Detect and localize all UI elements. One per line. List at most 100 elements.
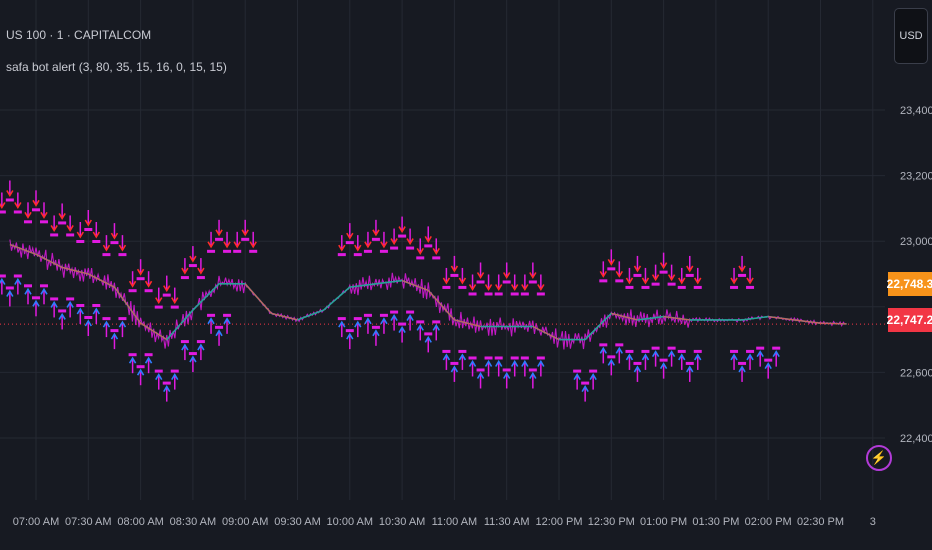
sell-signal-marker bbox=[432, 256, 441, 260]
sell-arrow-icon bbox=[468, 284, 477, 292]
sell-arrow-icon bbox=[110, 232, 119, 240]
buy-signal-marker bbox=[379, 313, 388, 317]
indicator-label[interactable]: safa bot alert (3, 80, 35, 15, 16, 0, 15… bbox=[6, 60, 227, 74]
buy-arrow-icon bbox=[746, 353, 754, 361]
sell-signal-marker bbox=[746, 285, 755, 289]
buy-signal-marker bbox=[528, 368, 537, 372]
sell-signal-marker bbox=[484, 292, 493, 296]
buy-signal-marker bbox=[458, 349, 467, 353]
sell-signal-marker bbox=[494, 292, 503, 296]
x-tick-label: 09:00 AM bbox=[222, 516, 268, 528]
sell-arrow-icon bbox=[346, 232, 354, 240]
sell-arrow-icon bbox=[144, 280, 153, 288]
sell-signal-marker bbox=[241, 237, 250, 241]
buy-arrow-icon bbox=[667, 350, 676, 358]
sell-arrow-icon bbox=[651, 274, 660, 282]
sell-signal-marker bbox=[390, 246, 399, 250]
buy-signal-marker bbox=[13, 274, 22, 278]
sell-signal-marker bbox=[110, 241, 119, 245]
buy-arrow-icon bbox=[197, 343, 205, 351]
sell-arrow-icon bbox=[102, 244, 111, 252]
buy-signal-marker bbox=[450, 361, 459, 365]
price-segment bbox=[61, 266, 89, 275]
buy-arrow-icon bbox=[189, 355, 197, 363]
sell-signal-marker bbox=[144, 289, 153, 293]
sell-signal-marker bbox=[730, 285, 739, 289]
buy-signal-marker bbox=[651, 346, 660, 350]
buy-arrow-icon bbox=[32, 299, 40, 307]
buy-arrow-icon bbox=[537, 359, 545, 367]
sell-arrow-icon bbox=[249, 241, 257, 249]
buy-signal-marker bbox=[188, 352, 197, 356]
buy-signal-marker bbox=[589, 369, 598, 373]
sell-signal-marker bbox=[528, 280, 537, 284]
buy-signal-marker bbox=[442, 349, 451, 353]
sell-arrow-icon bbox=[364, 241, 372, 249]
sell-arrow-icon bbox=[189, 255, 197, 263]
buy-arrow-icon bbox=[633, 365, 642, 373]
sell-signal-marker bbox=[502, 280, 511, 284]
price-segment bbox=[637, 315, 664, 321]
buy-arrow-icon bbox=[615, 346, 623, 354]
buy-arrow-icon bbox=[14, 277, 22, 285]
buy-signal-marker bbox=[667, 346, 676, 350]
sell-arrow-icon bbox=[521, 284, 529, 292]
sell-arrow-icon bbox=[694, 277, 702, 285]
price-segment bbox=[140, 322, 168, 341]
x-tick-label: 08:00 AM bbox=[117, 516, 163, 528]
sell-signal-marker bbox=[180, 276, 189, 280]
sell-arrow-icon bbox=[50, 225, 58, 232]
buy-arrow-icon bbox=[24, 287, 32, 295]
sell-arrow-icon bbox=[58, 213, 66, 220]
sell-arrow-icon bbox=[163, 285, 171, 293]
buy-arrow-icon bbox=[599, 346, 607, 354]
sell-arrow-icon bbox=[155, 297, 163, 305]
buy-signal-marker bbox=[677, 349, 686, 353]
sell-signal-marker bbox=[207, 249, 216, 253]
sell-arrow-icon bbox=[442, 277, 451, 285]
lightning-bolt-icon[interactable]: ⚡ bbox=[866, 445, 892, 471]
buy-signal-marker bbox=[136, 365, 145, 369]
sell-arrow-icon bbox=[223, 241, 231, 249]
sell-arrow-icon bbox=[416, 247, 424, 255]
sell-signal-marker bbox=[379, 249, 388, 253]
sell-arrow-icon bbox=[197, 267, 205, 275]
buy-arrow-icon bbox=[406, 314, 414, 321]
buy-signal-marker bbox=[58, 309, 67, 313]
symbol-title[interactable]: US 100 · 1 · CAPITALCOM bbox=[6, 28, 152, 42]
buy-arrow-icon bbox=[450, 365, 459, 373]
sell-signal-marker bbox=[92, 240, 101, 243]
sell-arrow-icon bbox=[24, 211, 32, 219]
buy-signal-marker bbox=[207, 313, 216, 317]
buy-arrow-icon bbox=[380, 317, 388, 325]
sell-arrow-icon bbox=[233, 241, 241, 249]
price-segment bbox=[192, 283, 220, 311]
buy-signal-marker bbox=[424, 332, 433, 336]
buy-arrow-icon bbox=[398, 326, 406, 333]
buy-signal-marker bbox=[502, 368, 511, 372]
sell-arrow-icon bbox=[607, 258, 615, 266]
y-tick-label: 22,600.0 bbox=[900, 367, 932, 379]
sell-signal-marker bbox=[50, 233, 59, 237]
sell-signal-marker bbox=[233, 249, 242, 253]
sell-signal-marker bbox=[450, 273, 459, 277]
buy-signal-marker bbox=[685, 361, 694, 365]
currency-button[interactable]: USD bbox=[894, 8, 928, 64]
price-segment bbox=[401, 279, 429, 292]
buy-signal-marker bbox=[118, 317, 127, 321]
buy-arrow-icon bbox=[50, 300, 58, 308]
sell-signal-marker bbox=[599, 279, 608, 283]
sell-signal-marker bbox=[0, 210, 6, 214]
buy-signal-marker bbox=[510, 356, 519, 360]
sell-signal-marker bbox=[685, 273, 694, 277]
sell-arrow-icon bbox=[529, 272, 537, 280]
buy-signal-marker bbox=[40, 284, 48, 288]
sell-signal-marker bbox=[659, 270, 668, 274]
sell-arrow-icon bbox=[84, 219, 92, 227]
buy-signal-marker bbox=[128, 353, 137, 357]
buy-signal-marker bbox=[730, 349, 739, 353]
buy-arrow-icon bbox=[589, 373, 597, 381]
buy-arrow-icon bbox=[223, 317, 231, 325]
x-tick-label: 11:00 AM bbox=[432, 516, 478, 528]
